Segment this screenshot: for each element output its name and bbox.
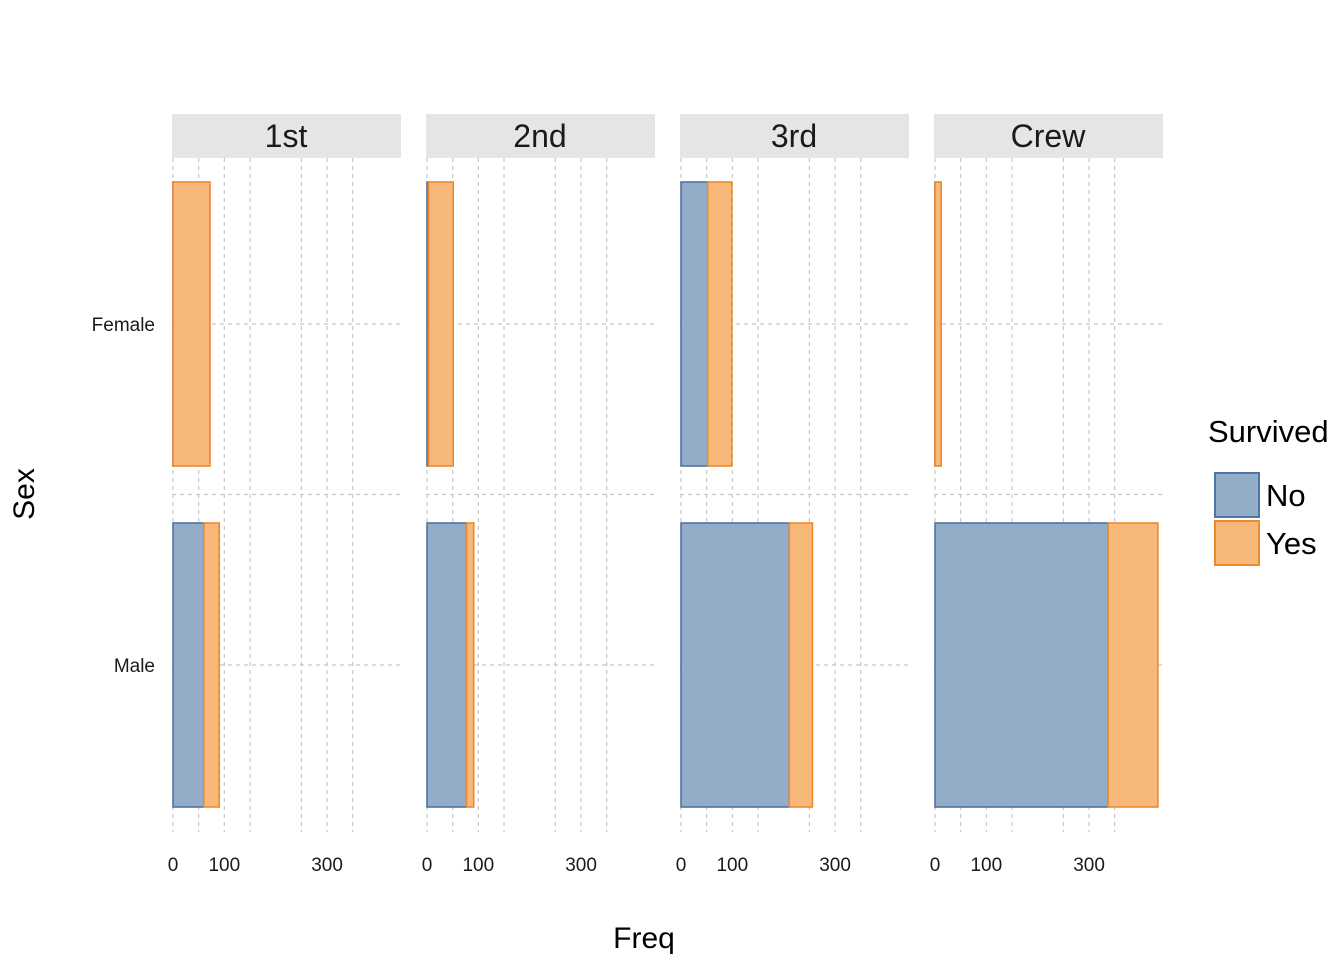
bar-3rd-female-yes (706, 181, 733, 467)
x-tick-label-3rd-0: 0 (676, 855, 687, 876)
x-tick-label-1st-100: 100 (208, 855, 240, 876)
x-tick-label-3rd-300: 300 (819, 855, 851, 876)
y-axis-title: Sex (8, 468, 41, 520)
facet-strip-1st (172, 114, 401, 158)
label-layer: 1st 0 100 300 2nd 0 100 300 3rd 0 100 300 Crew 0 100 30… (92, 118, 1105, 876)
bar-2nd-male-yes (465, 522, 475, 808)
bar-3rd-female-no (680, 181, 709, 467)
x-tick-label-2nd-100: 100 (462, 855, 494, 876)
bar-1st-female-yes (172, 181, 211, 467)
bar-crew-male-no (934, 522, 1109, 808)
x-tick-label-crew-100: 100 (970, 855, 1002, 876)
legend-key-no (1214, 472, 1260, 518)
bar-1st-male-yes (203, 522, 221, 808)
x-tick-label-crew-0: 0 (930, 855, 941, 876)
bar-1st-male-no (172, 522, 205, 808)
facet-label-crew: Crew (1011, 118, 1087, 154)
facet-strip-2nd (426, 114, 655, 158)
x-tick-label-2nd-300: 300 (565, 855, 597, 876)
bar-3rd-male-no (680, 522, 791, 808)
x-tick-label-1st-300: 300 (311, 855, 343, 876)
y-tick-label-male: Male (114, 656, 155, 677)
x-tick-label-2nd-0: 0 (422, 855, 433, 876)
facet-label-3rd: 3rd (771, 118, 817, 154)
x-tick-label-1st-0: 0 (168, 855, 179, 876)
x-tick-label-crew-300: 300 (1073, 855, 1105, 876)
facet-strip-3rd (680, 114, 909, 158)
bar-3rd-male-yes (788, 522, 814, 808)
bar-layer (172, 181, 1159, 808)
x-axis-title: Freq (613, 922, 675, 955)
bar-2nd-female-yes (427, 181, 454, 467)
legend-key-yes (1214, 520, 1260, 566)
bar-2nd-male-no (426, 522, 468, 808)
legend: Survived No Yes (1208, 414, 1329, 566)
facet-label-1st: 1st (265, 118, 308, 154)
bar-crew-female-yes (934, 181, 942, 467)
y-tick-label-female: Female (92, 315, 155, 336)
legend-title: Survived (1208, 414, 1329, 449)
facet-label-2nd: 2nd (513, 118, 566, 154)
x-tick-label-3rd-100: 100 (716, 855, 748, 876)
legend-label-yes: Yes (1266, 526, 1317, 561)
legend-label-no: No (1266, 478, 1306, 513)
facet-strip-crew (934, 114, 1163, 158)
bar-crew-male-yes (1107, 522, 1159, 808)
